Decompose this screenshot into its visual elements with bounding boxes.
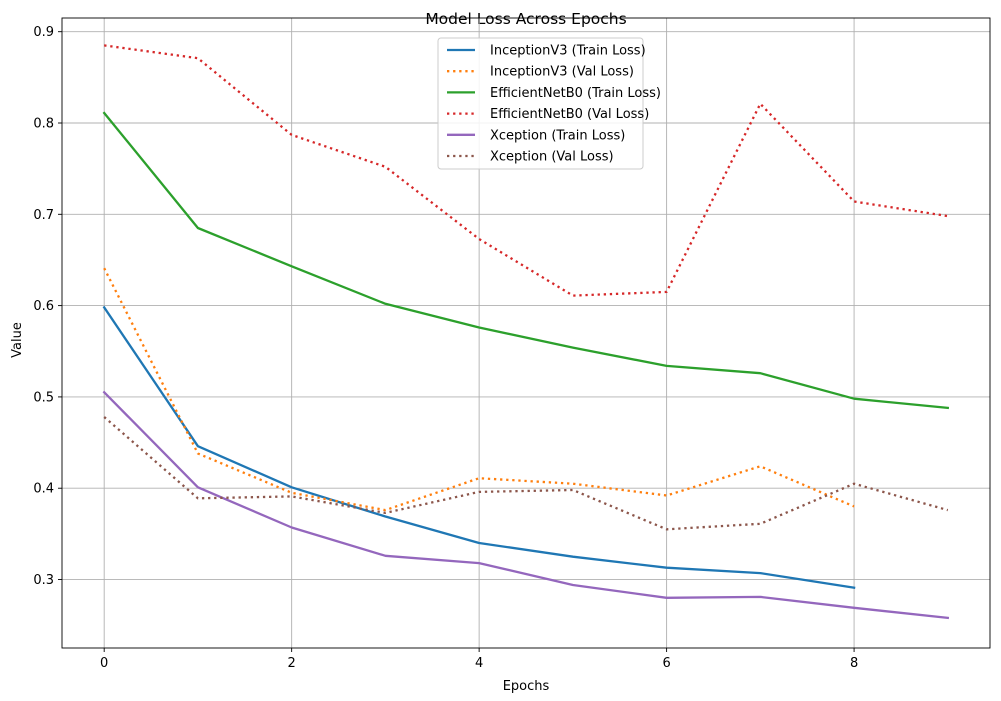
y-tick-label: 0.3 [33,573,54,588]
series-line-5 [102,390,950,620]
series-line-2 [103,267,855,512]
x-tick-label: 8 [850,656,858,671]
series-line-1 [102,305,856,590]
y-tick-label: 0.7 [33,208,54,223]
chart-title: Model Loss Across Epochs [425,10,626,28]
y-axis-label: Value [10,322,25,358]
x-axis-label: Epochs [503,679,550,694]
x-tick-label: 4 [475,656,483,671]
y-tick-label: 0.9 [33,25,54,40]
legend: InceptionV3 (Train Loss) InceptionV3 (Val… [437,37,661,170]
x-tick-label: 6 [662,656,670,671]
x-tick-label: 2 [288,656,296,671]
x-tick-label: 0 [100,656,108,671]
legend-label: InceptionV3 (Train Loss) [490,44,646,59]
plot-frame [61,17,991,649]
legend-box [437,37,644,170]
series-line-6 [103,416,949,531]
y-tick-label: 0.5 [33,390,54,405]
legend-label: Xception (Train Loss) [490,128,625,143]
series-line-3 [102,111,950,410]
y-tick-label: 0.4 [33,482,54,497]
y-tick-label: 0.6 [33,299,54,314]
y-tick-label: 0.8 [33,117,54,132]
legend-label: EfficientNetB0 (Val Loss) [490,107,649,122]
legend-label: InceptionV3 (Val Loss) [490,65,634,80]
legend-label: Xception (Val Loss) [490,150,614,165]
legend-label: EfficientNetB0 (Train Loss) [490,86,661,101]
axis-ticks: 0 2 4 6 8 0.3 0.4 0.5 0.6 0.7 0.8 0.9 [33,25,858,671]
series-lines [102,44,950,620]
